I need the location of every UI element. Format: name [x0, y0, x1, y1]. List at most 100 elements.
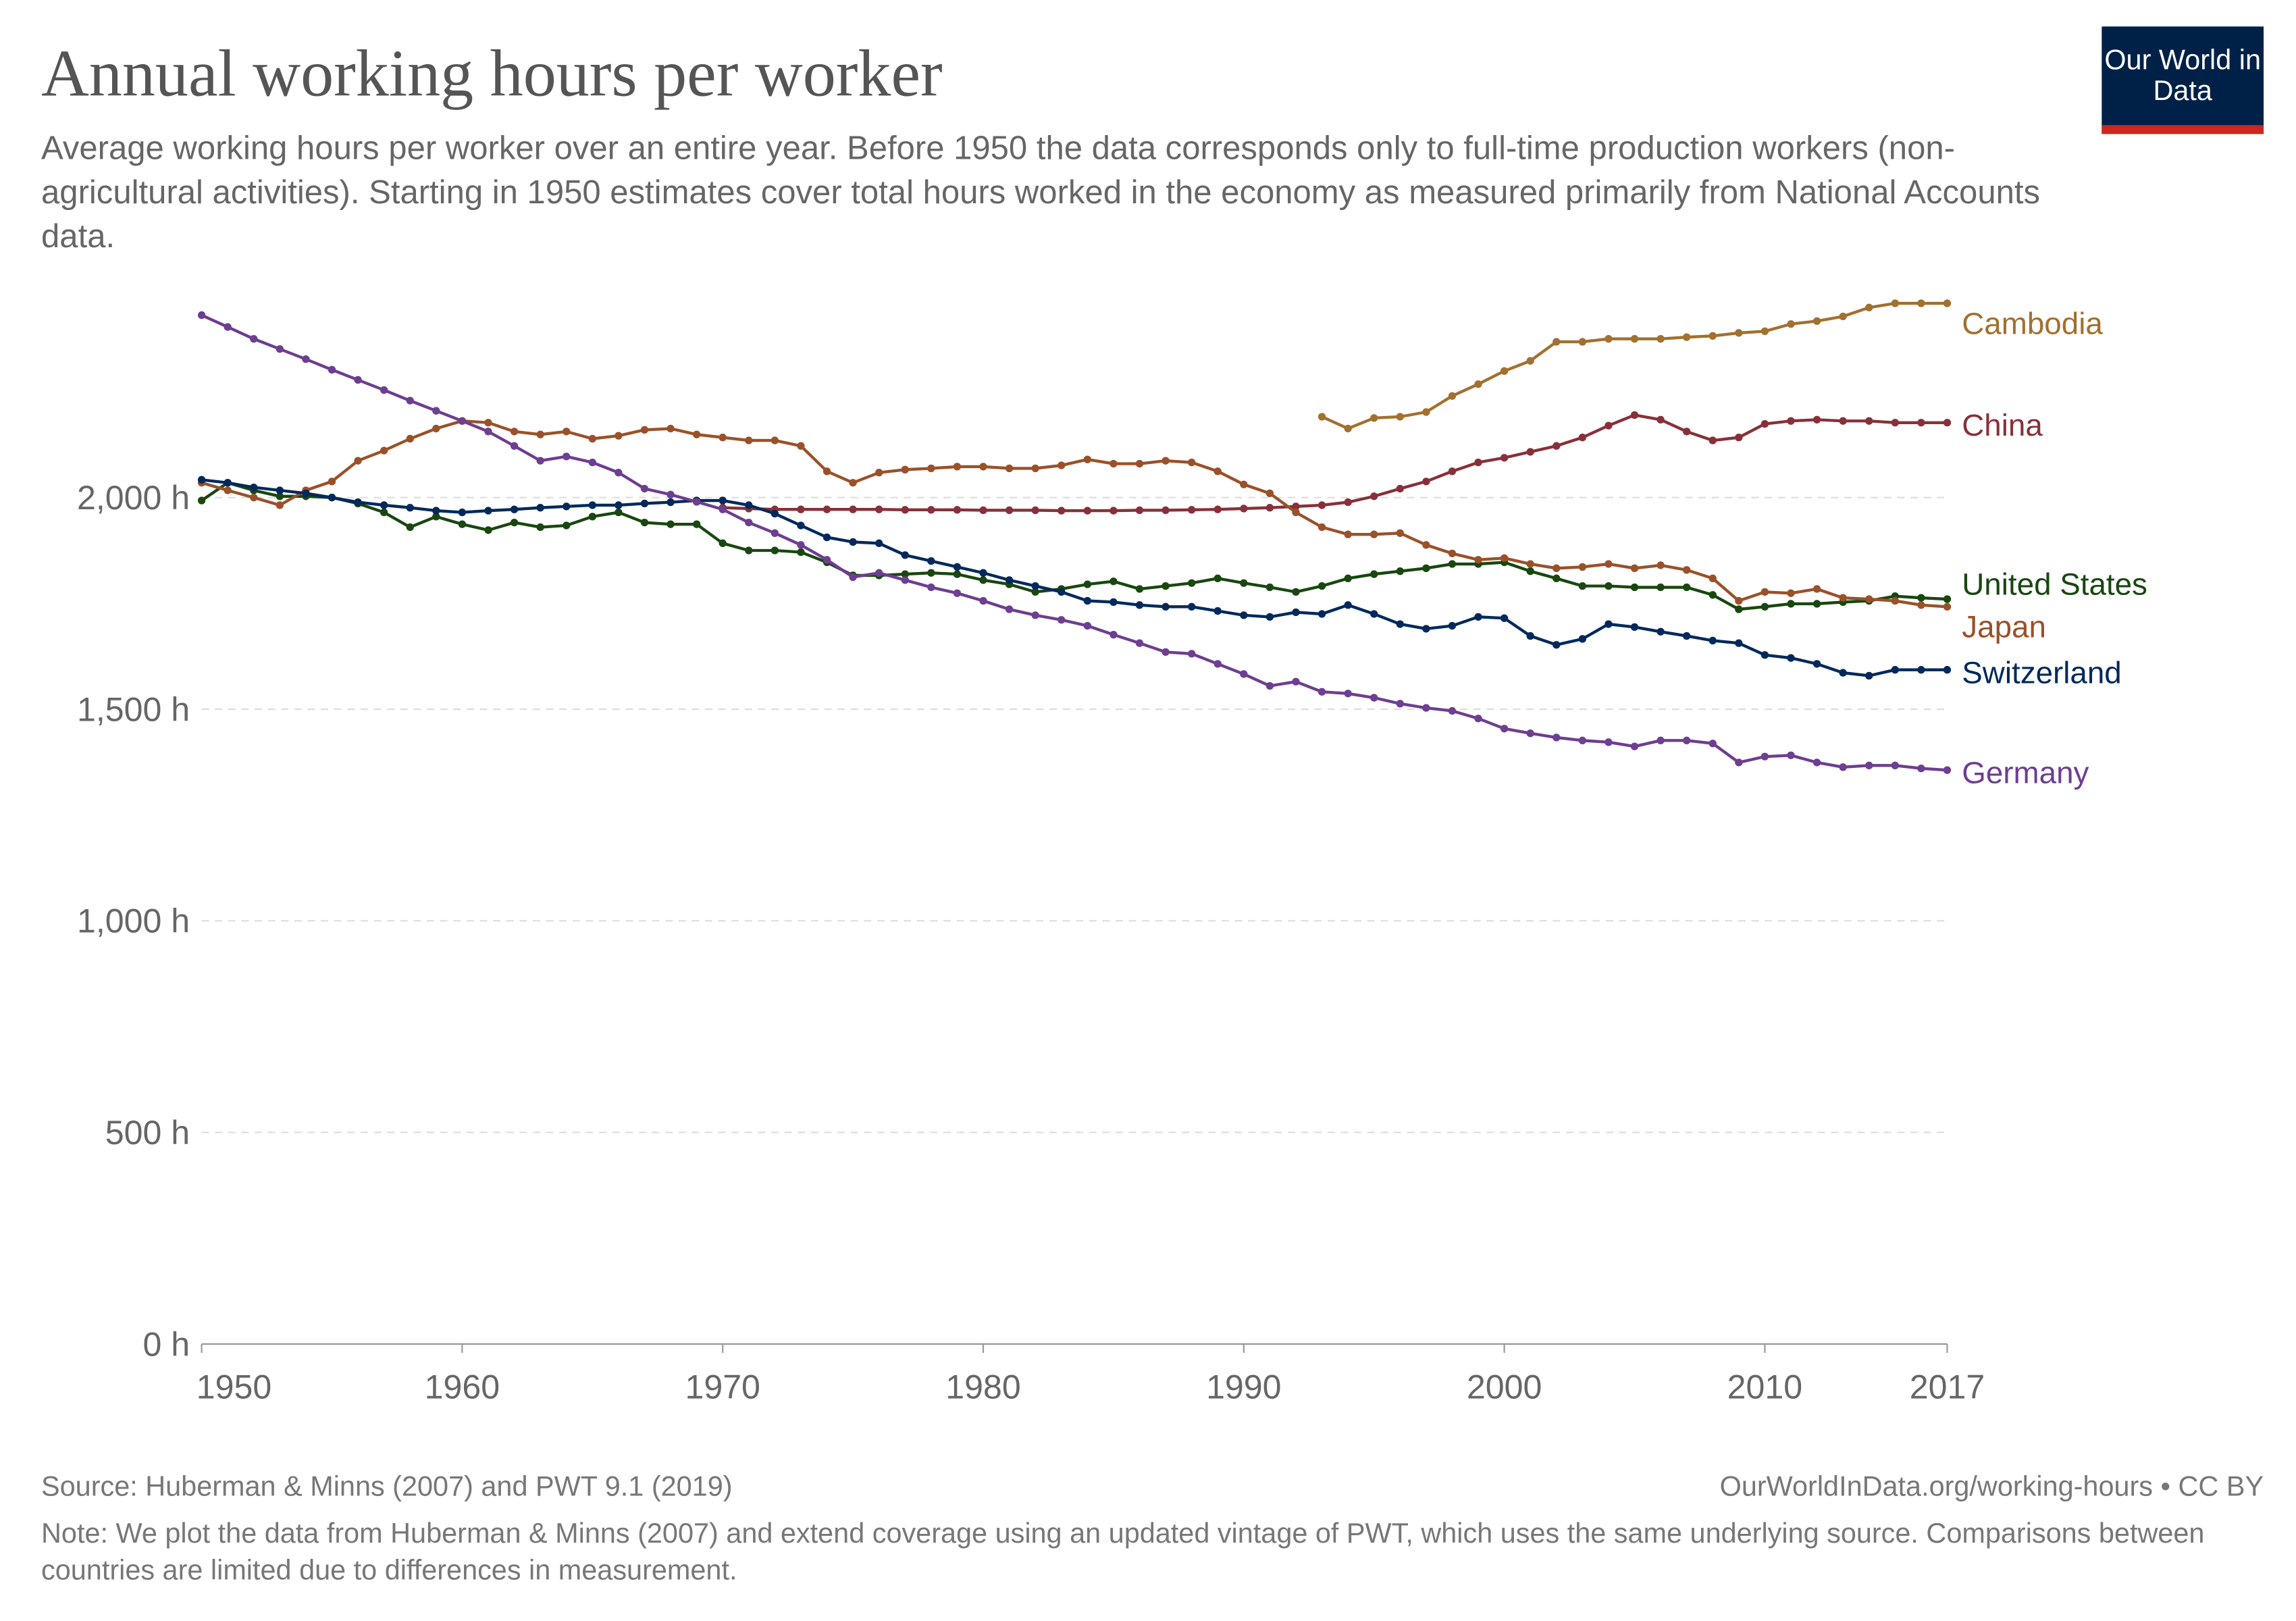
data-point: [510, 428, 519, 436]
data-point: [406, 396, 414, 405]
data-point: [1604, 335, 1613, 343]
data-point: [328, 494, 336, 502]
data-point: [797, 541, 805, 549]
data-point: [1553, 641, 1561, 649]
data-point: [354, 498, 362, 507]
data-point: [640, 484, 649, 493]
data-point: [1083, 580, 1091, 588]
series-line: [201, 481, 1948, 611]
series-line: [201, 313, 1948, 772]
data-point: [1604, 560, 1613, 568]
data-point: [1162, 602, 1170, 611]
data-point: [1317, 610, 1326, 618]
series-label: Japan: [1962, 610, 2046, 644]
data-point: [1031, 588, 1039, 596]
data-point: [1214, 607, 1222, 615]
data-point: [1735, 758, 1743, 767]
data-point: [197, 311, 206, 319]
data-point: [771, 546, 779, 555]
data-point: [406, 434, 414, 443]
data-point: [1448, 549, 1457, 558]
data-point: [1422, 625, 1430, 633]
data-point: [276, 345, 284, 353]
data-point: [1526, 567, 1534, 575]
data-point: [1214, 467, 1222, 475]
data-point: [1708, 740, 1717, 748]
x-tick-label: 1970: [685, 1368, 760, 1406]
data-point: [953, 463, 962, 471]
data-point: [1135, 459, 1144, 468]
data-point: [1943, 595, 1952, 603]
data-point: [1943, 766, 1952, 774]
data-point: [224, 323, 232, 331]
data-point: [640, 426, 649, 434]
data-point: [1448, 621, 1457, 630]
data-point: [484, 526, 492, 534]
data-point: [1578, 635, 1587, 643]
data-point: [1317, 413, 1326, 421]
data-point: [1604, 620, 1613, 628]
data-point: [823, 467, 831, 475]
data-point: [849, 505, 857, 513]
data-point: [1683, 632, 1691, 640]
data-point: [1317, 688, 1326, 696]
data-point: [1917, 601, 1925, 609]
data-point: [1422, 408, 1430, 416]
data-point: [1683, 583, 1691, 592]
x-tick-label: 1950: [197, 1368, 271, 1406]
data-point: [1553, 574, 1561, 583]
data-point: [1839, 594, 1847, 602]
data-point: [1708, 436, 1717, 444]
data-point: [1526, 560, 1534, 568]
data-point: [276, 486, 284, 494]
data-point: [1735, 639, 1743, 647]
data-point: [1787, 654, 1795, 662]
source-text: Source: Huberman & Minns (2007) and PWT …: [41, 1472, 733, 1503]
data-point: [823, 505, 831, 513]
data-point: [1735, 605, 1743, 613]
data-point: [1187, 579, 1196, 587]
data-point: [458, 508, 467, 517]
data-point: [979, 596, 987, 605]
data-point: [1943, 666, 1952, 674]
source-url-link[interactable]: OurWorldInData.org/working-hours • CC BY: [1719, 1472, 2264, 1503]
data-point: [536, 457, 544, 465]
data-point: [1005, 576, 1014, 584]
data-point: [588, 501, 596, 509]
data-point: [745, 546, 753, 555]
data-point: [432, 407, 440, 415]
data-point: [1422, 564, 1430, 572]
data-point: [1058, 461, 1066, 469]
data-point: [1187, 650, 1196, 658]
chart-subtitle: Average working hours per worker over an…: [41, 129, 2041, 255]
data-point: [1865, 303, 1873, 311]
data-point: [1812, 317, 1821, 326]
series-japan: Japan: [197, 417, 2046, 644]
data-point: [1005, 464, 1014, 473]
data-point: [1865, 671, 1873, 680]
data-point: [901, 551, 909, 559]
data-point: [276, 501, 284, 509]
data-point: [745, 436, 753, 444]
data-point: [875, 569, 883, 577]
data-point: [1708, 636, 1717, 645]
data-point: [1031, 582, 1039, 590]
data-point: [1891, 596, 1899, 605]
data-point: [719, 505, 727, 513]
data-point: [1865, 595, 1873, 603]
data-point: [380, 508, 388, 517]
data-point: [1656, 736, 1665, 745]
data-point: [1396, 413, 1404, 421]
data-point: [771, 509, 779, 518]
x-tick-label: 1990: [1206, 1368, 1281, 1406]
data-point: [588, 458, 596, 467]
data-point: [1370, 570, 1378, 578]
data-point: [1110, 631, 1118, 639]
owid-logo[interactable]: Our World in Data: [2102, 26, 2264, 134]
data-point: [1317, 523, 1326, 532]
data-point: [1240, 480, 1248, 488]
data-point: [1839, 669, 1847, 677]
data-point: [1735, 596, 1743, 605]
series-label: China: [1962, 408, 2043, 442]
data-point: [1630, 583, 1639, 592]
